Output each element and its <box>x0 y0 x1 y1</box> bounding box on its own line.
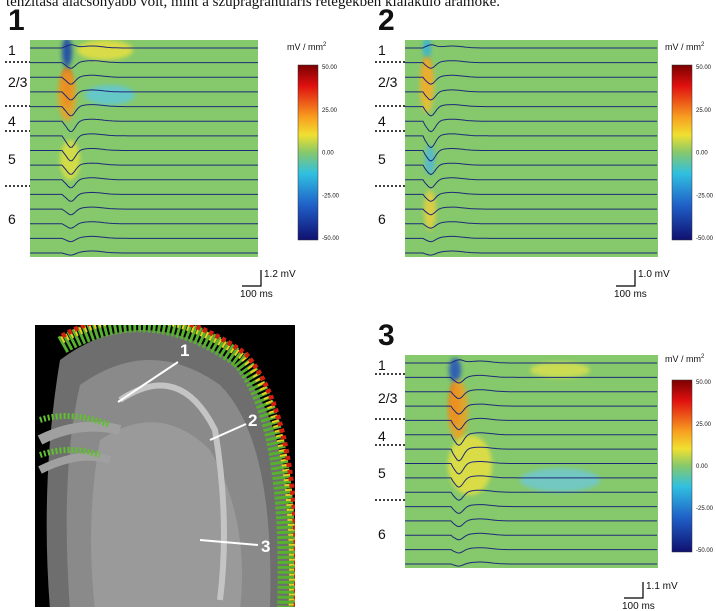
caption: tenzitása alacsonyabb volt, mint a szupr… <box>6 0 500 10</box>
csd-blob <box>424 190 436 230</box>
colorbar-tick: 25.00 <box>696 422 712 428</box>
csd-panel: 1 1 2/3 4 5 6 mV / mm2 50.00 25.00 0.00 -25.00 -50.… <box>5 4 340 300</box>
scale-time: 100 ms <box>622 601 655 611</box>
brain-image <box>35 315 297 610</box>
colorbar-tick: 50.00 <box>696 380 712 386</box>
colorbar-tick: -25.00 <box>322 193 340 199</box>
colorbar-title: mV / mm2 <box>287 42 327 52</box>
csd-blob <box>85 85 135 105</box>
csd-blob <box>423 38 431 58</box>
scale-amplitude: 1.1 mV <box>646 581 678 592</box>
layer-label: 2/3 <box>378 74 398 90</box>
colorbar-title-sup: 2 <box>701 42 705 48</box>
map-background <box>405 40 658 257</box>
scale-bar <box>616 270 635 286</box>
layer-label: 2/3 <box>378 390 398 406</box>
colorbar-tick: 0.00 <box>322 151 334 157</box>
layer-label: 5 <box>378 151 386 167</box>
colorbar-tick: 0.00 <box>696 464 708 470</box>
csd-blob <box>62 37 72 67</box>
layer-label: 4 <box>8 113 16 129</box>
colorbar-tick: -50.00 <box>696 236 714 242</box>
colorbar-tick: -25.00 <box>696 193 714 199</box>
scale-bar <box>242 270 261 286</box>
colorbar-tick: -25.00 <box>696 506 714 512</box>
image-label: 2 <box>248 411 257 430</box>
colorbar-tick: -50.00 <box>322 236 340 242</box>
scale-amplitude: 1.0 mV <box>638 269 670 280</box>
layer-label: 6 <box>378 211 386 227</box>
layer-label: 6 <box>378 526 386 542</box>
csd-blob <box>420 57 434 113</box>
colorbar-tick: 50.00 <box>322 65 338 71</box>
colorbar-tick: 25.00 <box>322 108 338 114</box>
colorbar-tick: 50.00 <box>696 65 712 71</box>
csd-panel: 3 1 2/3 4 5 6 mV / mm2 50.00 25.00 0.00 -25.00 -50.… <box>375 319 714 611</box>
layer-label: 1 <box>378 42 386 58</box>
layer-label: 5 <box>378 465 386 481</box>
layer-label: 4 <box>378 428 386 444</box>
scale-amplitude: 1.2 mV <box>264 269 296 280</box>
colorbar-title-sup: 2 <box>701 354 705 360</box>
csd-blob <box>530 362 590 378</box>
colorbar <box>672 65 692 240</box>
panel-label: 3 <box>378 319 395 352</box>
colorbar-title-sup: 2 <box>323 42 327 48</box>
image-label: 3 <box>261 537 270 556</box>
colorbar-tick: -50.00 <box>696 548 714 554</box>
figure: tenzitása alacsonyabb volt, mint a szupr… <box>0 0 716 611</box>
colorbar-title: mV / mm2 <box>665 354 705 364</box>
map-background <box>405 355 658 568</box>
layer-label: 4 <box>378 113 386 129</box>
scale-bar <box>624 582 643 598</box>
scale-time: 100 ms <box>240 289 273 300</box>
layer-label: 5 <box>8 151 16 167</box>
csd-blob <box>77 40 133 60</box>
layer-label: 1 <box>378 357 386 373</box>
colorbar <box>672 380 692 552</box>
csd-blob <box>449 358 461 382</box>
layer-label: 2/3 <box>8 74 28 90</box>
csd-map <box>405 355 658 568</box>
colorbar-title: mV / mm2 <box>665 42 705 52</box>
csd-blob <box>448 380 468 440</box>
layer-label: 1 <box>8 42 16 58</box>
colorbar-tick: 25.00 <box>696 108 712 114</box>
image-label: 1 <box>180 341 189 360</box>
panel-label: 1 <box>8 4 25 37</box>
csd-panel: 2 1 2/3 4 5 6 mV / mm2 50.00 25.00 0.00 -25.00 -50.… <box>375 4 714 300</box>
colorbar <box>298 65 318 240</box>
scale-time: 100 ms <box>614 289 647 300</box>
panel-label: 2 <box>378 4 395 37</box>
csd-map <box>405 38 658 257</box>
layer-label: 6 <box>8 211 16 227</box>
csd-blob <box>520 468 600 492</box>
csd-blob <box>448 435 492 495</box>
colorbar-tick: 0.00 <box>696 151 708 157</box>
csd-map <box>30 37 258 257</box>
